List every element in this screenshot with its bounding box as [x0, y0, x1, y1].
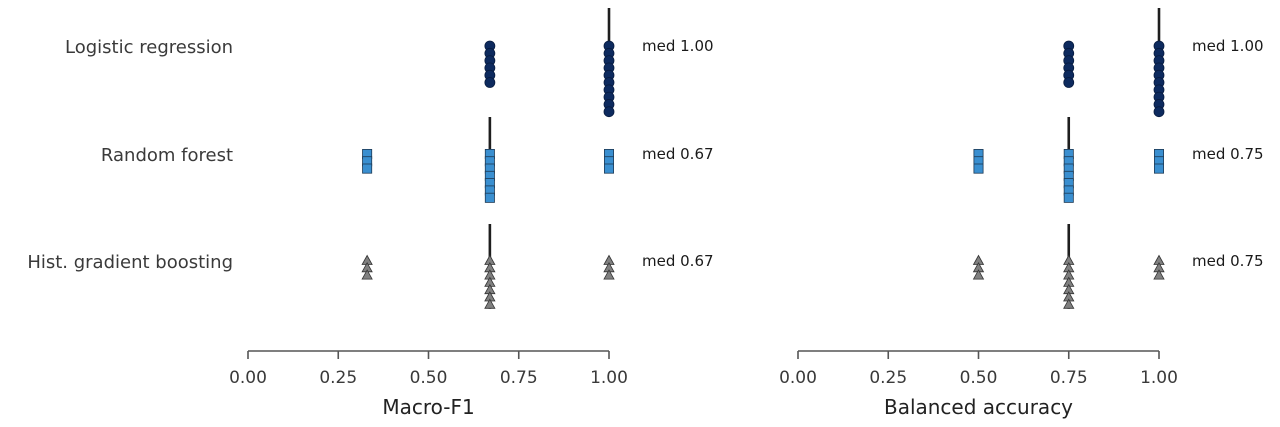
data-point	[1063, 192, 1074, 203]
category-labels: Logistic regression Random forest Hist. …	[27, 37, 233, 273]
data-point	[973, 163, 984, 174]
x-tick-label: 0.25	[319, 368, 357, 388]
x-tick-label: 1.00	[590, 368, 628, 388]
data-point	[484, 298, 496, 309]
data-point	[603, 269, 615, 280]
data-point	[1153, 269, 1165, 280]
x-tick-label: 0.00	[229, 368, 267, 388]
x-tick-label: 0.75	[500, 368, 538, 388]
x-axis-title: Macro-F1	[382, 395, 474, 419]
data-point	[1154, 163, 1165, 174]
data-point	[1063, 298, 1075, 309]
median-label: med 0.75	[1192, 145, 1264, 163]
data-point	[484, 192, 495, 203]
panel-balanced-accuracy: med 1.00 med 0.75 med 0.75 0.00 0.25 0.50 0.75…	[779, 8, 1264, 419]
category-label: Hist. gradient boosting	[27, 252, 233, 273]
x-tick-label: 0.75	[1050, 368, 1088, 388]
data-point	[1153, 106, 1165, 118]
median-label: med 0.67	[642, 252, 714, 270]
data-point	[1063, 77, 1075, 88]
x-tick-label: 1.00	[1140, 368, 1178, 388]
median-label: med 1.00	[642, 37, 714, 55]
x-tick-label: 0.00	[779, 368, 817, 388]
median-label: med 0.75	[1192, 252, 1264, 270]
data-point	[604, 163, 615, 174]
data-point	[972, 269, 985, 280]
panel-macro-f1: med 1.00 med 0.67 med 0.67 0.00 0.25 0.50 0.75…	[229, 8, 714, 419]
x-tick-label: 0.50	[960, 368, 998, 388]
median-label: med 0.67	[642, 145, 714, 163]
data-point	[362, 163, 373, 174]
category-label: Random forest	[101, 145, 233, 166]
data-point	[484, 77, 496, 88]
category-label: Logistic regression	[65, 37, 233, 58]
median-label: med 1.00	[1192, 37, 1264, 55]
data-point	[603, 106, 615, 118]
x-axis-title: Balanced accuracy	[884, 395, 1073, 419]
x-tick-label: 0.50	[410, 368, 448, 388]
x-tick-label: 0.25	[869, 368, 907, 388]
data-point	[361, 269, 373, 280]
